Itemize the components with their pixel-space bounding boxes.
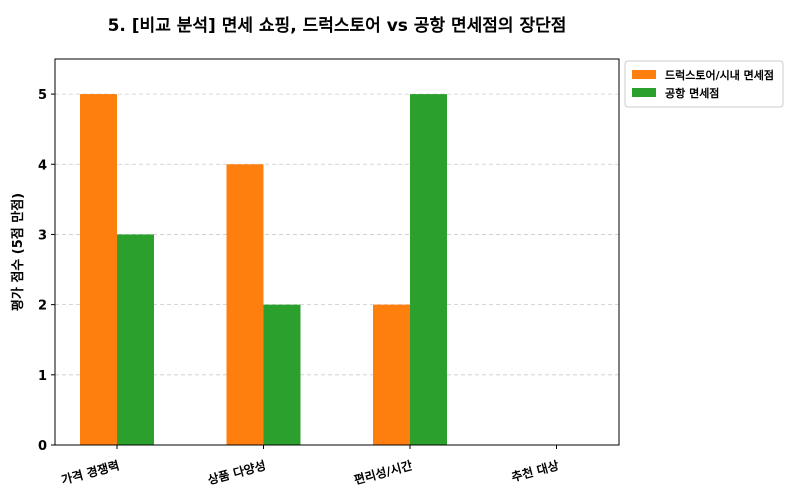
y-tick-label: 3 bbox=[38, 228, 47, 243]
x-tick-label: 가격 경쟁력 bbox=[60, 457, 121, 487]
y-tick-label: 1 bbox=[38, 369, 47, 384]
y-tick-label: 2 bbox=[38, 299, 47, 314]
legend-frame bbox=[624, 60, 784, 108]
bar-airport bbox=[410, 94, 447, 445]
bar-drugstore bbox=[80, 94, 117, 445]
legend-label: 공항 면세점 bbox=[665, 86, 719, 100]
bar-airport bbox=[263, 304, 301, 445]
y-tick-label: 5 bbox=[38, 88, 47, 103]
y-axis-label: 평가 점수 (5점 만점) bbox=[10, 193, 26, 311]
legend-label: 드럭스토어/시내 면세점 bbox=[665, 68, 774, 82]
x-tick-label: 편리성/시간 bbox=[352, 457, 413, 487]
x-tick-label: 상품 다양성 bbox=[206, 457, 267, 487]
plot-area-frame bbox=[54, 58, 620, 446]
y-tick-label: 4 bbox=[38, 158, 47, 173]
chart-title: 5. [비교 분석] 면세 쇼핑, 드럭스토어 vs 공항 면세점의 장단점 bbox=[108, 15, 567, 36]
bar-airport bbox=[117, 234, 154, 445]
bar-drugstore bbox=[226, 164, 264, 446]
x-tick-label: 추천 대상 bbox=[510, 457, 561, 484]
legend-swatch bbox=[632, 70, 656, 79]
legend-swatch bbox=[632, 88, 656, 97]
y-tick-label: 0 bbox=[38, 439, 47, 454]
bar-drugstore bbox=[373, 304, 410, 445]
